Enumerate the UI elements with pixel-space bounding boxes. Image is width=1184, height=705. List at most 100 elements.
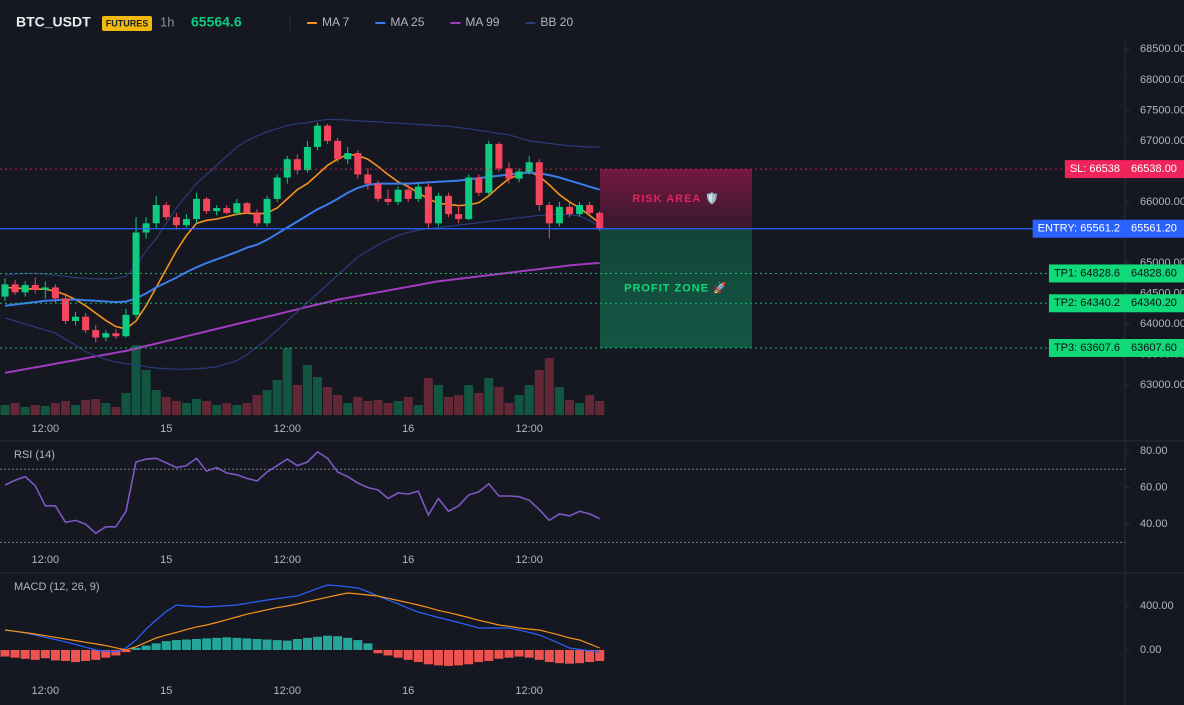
- legend-label: MA 7: [322, 15, 350, 29]
- candle-body: [253, 212, 261, 224]
- axis-label: 64828.60: [1131, 267, 1177, 279]
- histogram-bar: [494, 649, 504, 659]
- y-tick-label: 68500.00: [1140, 43, 1184, 55]
- histogram-bar: [312, 636, 322, 650]
- volume-bar: [101, 403, 111, 415]
- x-tick-label: 12:00: [32, 685, 60, 697]
- candle-body: [414, 186, 422, 199]
- histogram-bar: [343, 637, 353, 650]
- histogram-bar: [544, 649, 554, 663]
- volume-bar: [202, 401, 212, 415]
- histogram-bar: [454, 649, 464, 666]
- candle-body: [465, 177, 473, 220]
- histogram-bar: [585, 649, 595, 663]
- candle-body: [172, 217, 180, 226]
- axis-label: 64340.20: [1131, 297, 1177, 309]
- volume-bar: [60, 401, 70, 415]
- axis-label: 63607.60: [1131, 342, 1177, 354]
- volume-bar: [312, 377, 322, 415]
- histogram-bar: [202, 638, 212, 650]
- candle-body: [223, 208, 231, 213]
- histogram-bar: [91, 649, 101, 660]
- volume-bar: [504, 403, 514, 415]
- volume-bar: [171, 401, 181, 415]
- histogram-bar: [302, 637, 312, 650]
- candle-body: [545, 204, 553, 224]
- x-tick-label: 15: [160, 554, 172, 566]
- histogram-bar: [71, 649, 81, 663]
- volume-bar: [222, 403, 232, 415]
- symbol: BTC_USDT: [16, 14, 91, 30]
- histogram-bar: [444, 649, 454, 666]
- histogram-bar: [464, 649, 474, 665]
- y-tick-label: 400.00: [1140, 600, 1174, 612]
- price-label: TP3: 63607.6: [1054, 342, 1120, 354]
- histogram-bar: [323, 635, 333, 650]
- histogram-bar: [151, 643, 161, 650]
- volume-bar: [363, 401, 373, 415]
- histogram-bar: [262, 639, 272, 650]
- price-label-bg: [1048, 294, 1125, 313]
- candle-body: [525, 162, 533, 172]
- price-label: TP2: 64340.2: [1054, 297, 1120, 309]
- candle-body: [434, 195, 442, 224]
- x-tick-label: 12:00: [273, 685, 301, 697]
- y-tick-label: 63000.00: [1140, 379, 1184, 391]
- x-tick-label: 12:00: [273, 423, 301, 435]
- candle-body: [11, 284, 19, 293]
- histogram-bar: [554, 649, 564, 664]
- y-tick-label: 0.00: [1140, 644, 1161, 656]
- x-tick-label: 15: [160, 685, 172, 697]
- volume-bar: [373, 400, 383, 415]
- histogram-bar: [514, 649, 524, 657]
- candle-body: [122, 314, 130, 337]
- x-tick-label: 16: [402, 423, 414, 435]
- volume-bar: [30, 405, 40, 415]
- histogram-bar: [121, 649, 131, 653]
- x-tick-label: 12:00: [32, 423, 60, 435]
- histogram-bar: [403, 649, 413, 660]
- volume-bar: [302, 365, 312, 415]
- histogram-bar: [383, 649, 393, 656]
- volume-bar: [40, 406, 50, 415]
- histogram-bar: [0, 649, 10, 657]
- histogram-bar: [474, 649, 484, 663]
- histogram-bar: [242, 638, 252, 650]
- candle-body: [102, 333, 110, 338]
- y-tick-label: 64000.00: [1140, 318, 1184, 330]
- volume-bar: [383, 403, 393, 415]
- volume-bar: [423, 378, 433, 415]
- volume-bar: [71, 405, 81, 415]
- volume-bar: [81, 400, 91, 415]
- x-tick-label: 12:00: [515, 685, 543, 697]
- candle-body: [596, 212, 604, 229]
- histogram-bar: [232, 637, 242, 650]
- ma-line: [4, 171, 600, 307]
- candle-body: [324, 125, 332, 141]
- histogram-bar: [101, 649, 111, 658]
- price-label-bg: [1064, 160, 1125, 179]
- volume-bar: [534, 370, 544, 415]
- zone: [600, 228, 752, 348]
- histogram-bar: [141, 645, 151, 650]
- x-tick-label: 16: [402, 685, 414, 697]
- x-tick-label: 16: [402, 554, 414, 566]
- candle-body: [535, 162, 543, 205]
- candle-body: [555, 206, 563, 224]
- pane-title: RSI (14): [14, 449, 55, 461]
- price-label-bg: [1048, 264, 1125, 283]
- candle-body: [505, 168, 513, 179]
- y-tick-label: 67500.00: [1140, 104, 1184, 116]
- candle-body: [263, 198, 271, 224]
- candle-body: [152, 204, 160, 224]
- pane-title: MACD (12, 26, 9): [14, 581, 100, 593]
- histogram-bar: [353, 640, 363, 650]
- candle-body: [293, 159, 301, 171]
- candle-body: [243, 203, 251, 213]
- price-label-bg: [1048, 338, 1125, 357]
- x-tick-label: 12:00: [32, 554, 60, 566]
- candle-body: [485, 143, 493, 193]
- histogram-bar: [504, 649, 514, 658]
- histogram-bar: [50, 649, 60, 661]
- candle-body: [404, 189, 412, 199]
